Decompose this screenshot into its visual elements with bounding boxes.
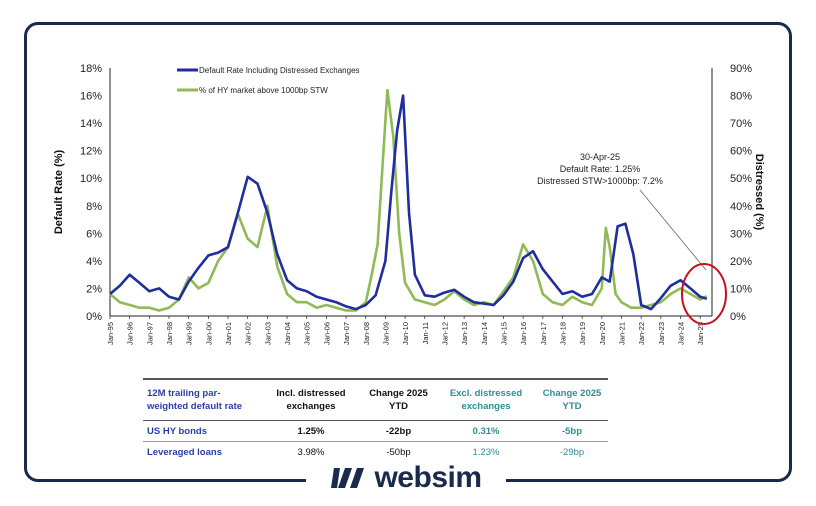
annotation: 30-Apr-25 Default Rate: 1.25% Distressed… (537, 152, 727, 325)
y-tick-right-label: 50% (730, 173, 752, 185)
table-row: US HY bonds 1.25% -22bp 0.31% -5bp (143, 421, 608, 442)
y-tick-right-label: 10% (730, 283, 752, 295)
y-tick-left-label: 2% (86, 283, 102, 295)
highlight-circle (681, 263, 727, 325)
y-tick-right-label: 70% (730, 118, 752, 130)
row-excl: 1.23% (472, 446, 500, 458)
annotation-line-2: Default Rate: 1.25% (560, 164, 641, 174)
row-incl-change: -22bp (385, 425, 412, 437)
x-tick-label: Jan-19 (578, 322, 587, 345)
series-line-default-rate (109, 94, 708, 311)
y-tick-left-label: 14% (80, 118, 102, 130)
row-excl: 0.31% (472, 425, 500, 437)
y-tick-left-label: 16% (80, 91, 102, 103)
y-tick-right-label: 40% (730, 201, 752, 213)
annotation-line-1: 30-Apr-25 (580, 152, 620, 162)
legend: Default Rate Including Distressed Exchan… (177, 66, 360, 95)
y-tick-left-label: 0% (86, 311, 102, 323)
x-tick-label: Jan-02 (244, 322, 253, 345)
x-tick-label: Jan-16 (519, 322, 528, 345)
table-header-label: 12M trailing par-weighted default rate (147, 388, 243, 412)
row-incl: 3.98% (297, 446, 325, 458)
x-tick-label: Jan-10 (401, 322, 410, 345)
websim-logo-icon (331, 468, 365, 488)
row-incl-change: -50bp (386, 446, 411, 458)
y-axis-left-title: Default Rate (%) (53, 149, 65, 234)
websim-logo-text: websim (374, 461, 482, 494)
table-header-incl: Incl. distressed exchanges (276, 388, 346, 412)
x-tick-label: Jan-04 (283, 322, 292, 345)
row-label: US HY bonds (147, 425, 207, 437)
x-tick-label: Jan-12 (440, 322, 449, 345)
x-tick-label: Jan-22 (637, 322, 646, 345)
x-tick-label: Jan-13 (460, 322, 469, 345)
chart: 0% 2% 4% 6% 8% 10% 12% 14% 16% 18% 0% 10% 20% 30% 40%… (53, 63, 765, 345)
x-tick-label: Jan-25 (696, 322, 705, 345)
default-rate-table: 12M trailing par-weighted default rate I… (143, 378, 608, 462)
y-tick-left-label: 8% (86, 201, 102, 213)
y-tick-left-label: 4% (86, 256, 102, 268)
y-tick-right-label: 90% (730, 63, 752, 75)
y-tick-right-label: 30% (730, 228, 752, 240)
y-tick-right-label: 20% (730, 256, 752, 268)
table-header-excl-change: Change 2025 YTD (542, 388, 602, 412)
x-tick-label: Jan-11 (421, 322, 430, 344)
x-tick-label: Jan-07 (342, 322, 351, 345)
x-tick-label: Jan-03 (263, 322, 272, 345)
x-tick-label: Jan-20 (598, 322, 607, 345)
row-excl-change: -29bp (559, 446, 585, 458)
x-tick-label: Jan-21 (618, 322, 627, 345)
y-tick-left-label: 12% (80, 146, 102, 158)
x-tick-label: Jan-18 (558, 322, 567, 345)
row-excl-change: -5bp (561, 425, 583, 437)
row-label: Leveraged loans (147, 446, 222, 458)
table-header-excl: Excl. distressed exchanges (449, 388, 523, 412)
x-tick-label: Jan-09 (381, 322, 390, 345)
x-tick-label: Jan-99 (185, 322, 194, 345)
annotation-line-3: Distressed STW>1000bp: 7.2% (537, 176, 663, 186)
y-tick-right-label: 0% (730, 311, 746, 323)
x-tick-label: Jan-97 (145, 322, 154, 345)
table-header-row: 12M trailing par-weighted default rate I… (143, 378, 608, 421)
x-tick-label: Jan-95 (106, 322, 115, 345)
x-tick-label: Jan-96 (126, 322, 135, 345)
legend-label-default: Default Rate Including Distressed Exchan… (199, 66, 360, 75)
x-tick-label: Jan-05 (303, 322, 312, 345)
x-tick-label: Jan-06 (322, 322, 331, 345)
y-tick-right-label: 80% (730, 91, 752, 103)
x-tick-label: Jan-24 (677, 322, 686, 345)
y-tick-right-label: 60% (730, 146, 752, 158)
x-tick-label: Jan-08 (362, 322, 371, 345)
x-tick-label: Jan-17 (539, 322, 548, 345)
x-tick-label: Jan-01 (224, 322, 233, 345)
x-tick-label: Jan-15 (499, 322, 508, 345)
y-axis-right-title: Distressed (%) (753, 154, 765, 231)
y-tick-left-label: 10% (80, 173, 102, 185)
x-tick-label: Jan-00 (204, 322, 213, 345)
y-tick-left-label: 18% (80, 63, 102, 75)
legend-label-distressed: % of HY market above 1000bp STW (199, 86, 328, 95)
table-row: Leveraged loans 3.98% -50bp 1.23% -29bp (143, 442, 608, 462)
annotation-pointer (639, 189, 707, 271)
x-tick-label: Jan-98 (165, 322, 174, 345)
y-tick-left-label: 6% (86, 228, 102, 240)
x-tick-label: Jan-23 (657, 322, 666, 345)
x-tick-label: Jan-14 (480, 322, 489, 345)
websim-logo: websim (306, 458, 506, 498)
row-incl: 1.25% (297, 425, 325, 437)
table-header-incl-change: Change 2025 YTD (369, 388, 428, 412)
series-line-distressed (109, 88, 708, 312)
